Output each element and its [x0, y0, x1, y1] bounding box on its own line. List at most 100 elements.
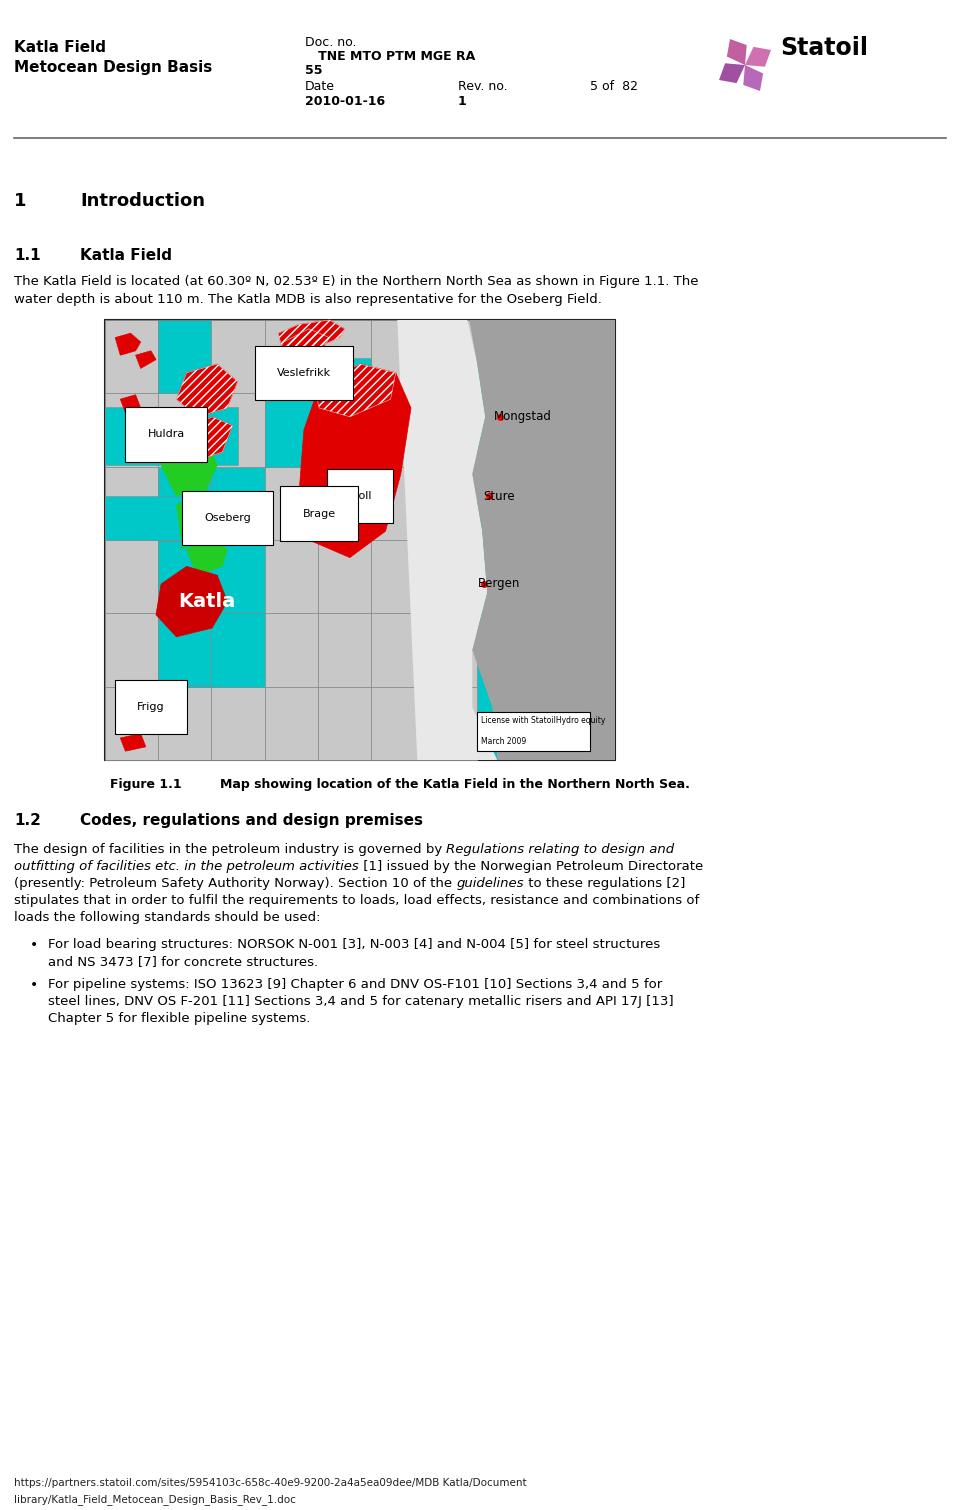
- Text: Doc. no.: Doc. no.: [305, 36, 356, 48]
- Text: Date: Date: [305, 80, 335, 94]
- Polygon shape: [727, 39, 747, 65]
- Text: Codes, regulations and design premises: Codes, regulations and design premises: [80, 812, 423, 827]
- Text: Oseberg: Oseberg: [204, 513, 251, 522]
- Text: outfitting of facilities etc. in the petroleum activities: outfitting of facilities etc. in the pet…: [14, 861, 359, 873]
- Polygon shape: [120, 394, 141, 412]
- Bar: [158, 393, 211, 467]
- Polygon shape: [314, 364, 396, 417]
- Polygon shape: [468, 320, 615, 760]
- Polygon shape: [177, 364, 238, 417]
- Text: Sture: Sture: [483, 489, 515, 503]
- Bar: [105, 495, 184, 541]
- Text: https://partners.statoil.com/sites/5954103c-658c-40e9-9200-2a4a5ea09dee/MDB Katl: https://partners.statoil.com/sites/59541…: [14, 1478, 527, 1487]
- Bar: [424, 320, 477, 393]
- Polygon shape: [156, 566, 228, 637]
- Bar: [158, 320, 211, 393]
- Bar: [318, 320, 371, 393]
- Text: Frigg: Frigg: [137, 702, 165, 713]
- Text: steel lines, DNV OS F-201 [11] Sections 3,4 and 5 for catenary metallic risers a: steel lines, DNV OS F-201 [11] Sections …: [48, 995, 674, 1009]
- Bar: [477, 711, 589, 750]
- Text: Metocean Design Basis: Metocean Design Basis: [14, 60, 212, 76]
- Text: Troll: Troll: [348, 491, 372, 501]
- Text: library/Katla_Field_Metocean_Design_Basis_Rev_1.doc: library/Katla_Field_Metocean_Design_Basi…: [14, 1493, 296, 1505]
- Bar: [158, 467, 211, 541]
- Polygon shape: [299, 479, 340, 500]
- Polygon shape: [151, 695, 177, 720]
- Bar: [318, 687, 371, 760]
- Text: 55: 55: [305, 63, 323, 77]
- Bar: [371, 467, 424, 541]
- Text: •: •: [30, 978, 38, 992]
- Polygon shape: [278, 320, 345, 355]
- Text: TNE MTO PTM MGE RA: TNE MTO PTM MGE RA: [305, 50, 475, 63]
- Text: 2010-01-16: 2010-01-16: [305, 95, 385, 109]
- Bar: [158, 613, 211, 687]
- Text: Rev. no.: Rev. no.: [458, 80, 508, 94]
- Text: Bergen: Bergen: [478, 577, 520, 590]
- Bar: [318, 613, 371, 687]
- Text: Katla Field: Katla Field: [80, 248, 172, 263]
- Text: 1: 1: [458, 95, 467, 109]
- Bar: [105, 320, 615, 760]
- Bar: [371, 613, 424, 687]
- Text: guidelines: guidelines: [456, 877, 524, 889]
- Bar: [265, 687, 318, 760]
- Polygon shape: [299, 364, 411, 557]
- Text: to these regulations [2]: to these regulations [2]: [524, 877, 685, 889]
- Text: Mongstad: Mongstad: [493, 411, 551, 423]
- Polygon shape: [283, 334, 309, 346]
- Bar: [424, 613, 477, 687]
- Text: and NS 3473 [7] for concrete structures.: and NS 3473 [7] for concrete structures.: [48, 954, 318, 968]
- Text: Regulations relating to design and: Regulations relating to design and: [446, 843, 675, 856]
- Bar: [265, 393, 318, 467]
- Polygon shape: [135, 350, 156, 368]
- Bar: [105, 393, 158, 467]
- Polygon shape: [177, 495, 217, 541]
- Text: The Katla Field is located (at 60.30º N, 02.53º E) in the Northern North Sea as : The Katla Field is located (at 60.30º N,…: [14, 275, 699, 288]
- Polygon shape: [397, 320, 497, 760]
- Text: Katla Field: Katla Field: [14, 39, 106, 54]
- Polygon shape: [120, 734, 146, 750]
- Text: loads the following standards should be used:: loads the following standards should be …: [14, 911, 321, 924]
- Bar: [105, 613, 158, 687]
- Polygon shape: [745, 47, 771, 66]
- Bar: [158, 542, 211, 615]
- Text: stipulates that in order to fulfil the requirements to loads, load effects, resi: stipulates that in order to fulfil the r…: [14, 894, 699, 908]
- Bar: [265, 467, 318, 541]
- Bar: [318, 467, 371, 541]
- Text: For pipeline systems: ISO 13623 [9] Chapter 6 and DNV OS-F101 [10] Sections 3,4 : For pipeline systems: ISO 13623 [9] Chap…: [48, 978, 662, 991]
- Text: Map showing location of the Katla Field in the Northern North Sea.: Map showing location of the Katla Field …: [220, 778, 690, 791]
- Bar: [211, 320, 265, 393]
- Polygon shape: [186, 541, 228, 575]
- Polygon shape: [743, 65, 763, 91]
- Text: Figure 1.1: Figure 1.1: [110, 778, 181, 791]
- Bar: [158, 687, 211, 760]
- Text: License with StatoilHydro equity: License with StatoilHydro equity: [481, 716, 606, 725]
- Bar: [371, 393, 424, 467]
- Bar: [371, 541, 424, 613]
- Bar: [158, 612, 211, 686]
- Bar: [265, 541, 318, 613]
- Text: Huldra: Huldra: [148, 429, 185, 439]
- Text: [1] issued by the Norwegian Petroleum Directorate: [1] issued by the Norwegian Petroleum Di…: [359, 861, 703, 873]
- Bar: [211, 541, 265, 613]
- Bar: [318, 541, 371, 613]
- Bar: [371, 687, 424, 760]
- Text: 1.1: 1.1: [14, 248, 40, 263]
- Polygon shape: [181, 488, 207, 548]
- Bar: [424, 393, 477, 467]
- Bar: [371, 320, 424, 393]
- Text: Brage: Brage: [302, 509, 336, 518]
- Text: The design of facilities in the petroleum industry is governed by: The design of facilities in the petroleu…: [14, 843, 446, 856]
- Text: 1: 1: [14, 192, 27, 210]
- Text: Katla: Katla: [179, 592, 235, 612]
- Polygon shape: [719, 63, 745, 83]
- Text: Introduction: Introduction: [80, 192, 205, 210]
- Polygon shape: [274, 329, 329, 373]
- Bar: [265, 613, 318, 687]
- Text: (presently: Petroleum Safety Authority Norway). Section 10 of the: (presently: Petroleum Safety Authority N…: [14, 877, 456, 889]
- Bar: [105, 320, 158, 393]
- Text: Chapter 5 for flexible pipeline systems.: Chapter 5 for flexible pipeline systems.: [48, 1012, 310, 1025]
- Text: •: •: [30, 938, 38, 951]
- Polygon shape: [151, 412, 171, 456]
